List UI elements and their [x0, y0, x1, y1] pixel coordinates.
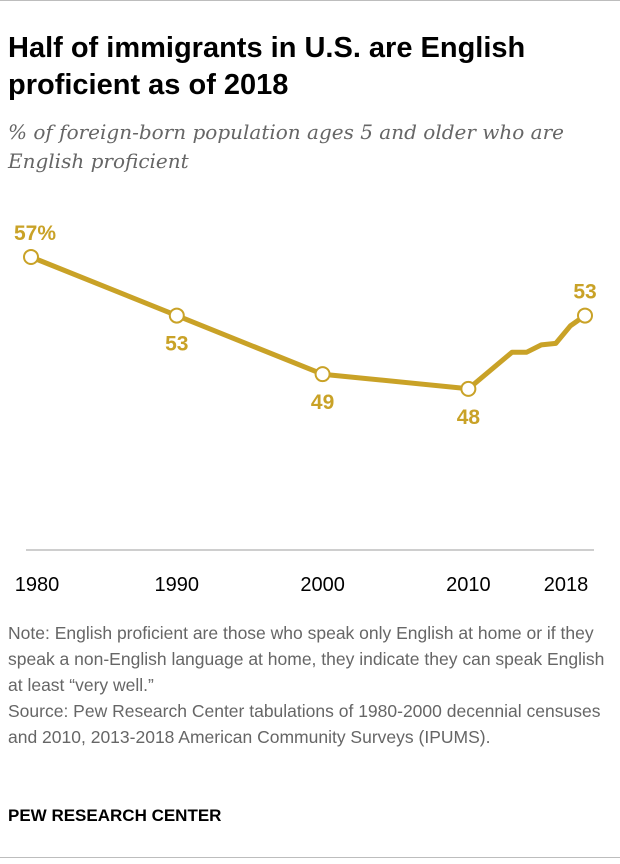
bottom-divider [0, 857, 620, 858]
chart-subtitle: % of foreign-born population ages 5 and … [8, 120, 564, 173]
note-text: Note: English proficient are those who s… [8, 623, 605, 695]
notes: Note: English proficient are those who s… [8, 620, 614, 750]
point-marker-2010 [460, 380, 477, 397]
point-label-1990: 53 [165, 333, 188, 356]
x-tick-label-1990: 1990 [155, 574, 200, 596]
x-tick-label-1980: 1980 [15, 574, 60, 596]
point-marker-1980 [23, 248, 39, 265]
x-tick-label-2018: 2018 [544, 574, 589, 596]
point-marker-1990 [168, 307, 185, 324]
chart-title: Half of immigrants in U.S. are English p… [8, 32, 526, 101]
point-marker-2000 [314, 366, 331, 383]
point-label-2000: 49 [311, 391, 334, 414]
point-label-2018: 53 [573, 281, 596, 304]
point-label-1980: 57% [14, 222, 56, 245]
source-text: Source: Pew Research Center tabulations … [8, 701, 601, 747]
point-markers [23, 248, 593, 397]
point-marker-2018 [577, 307, 593, 324]
point-labels: 57% 53 49 48 53 [14, 222, 597, 429]
top-divider [0, 0, 620, 1]
series-line [28, 254, 588, 392]
line-chart: 57% 53 49 48 53 1980 1990 2000 2010 2018 [14, 222, 597, 596]
point-label-2010: 48 [457, 406, 481, 429]
x-axis-ticks: 1980 1990 2000 2010 2018 [15, 574, 589, 596]
x-tick-label-2000: 2000 [300, 574, 345, 596]
x-tick-label-2010: 2010 [446, 574, 491, 596]
footer-logo-text: PEW RESEARCH CENTER [8, 806, 222, 825]
